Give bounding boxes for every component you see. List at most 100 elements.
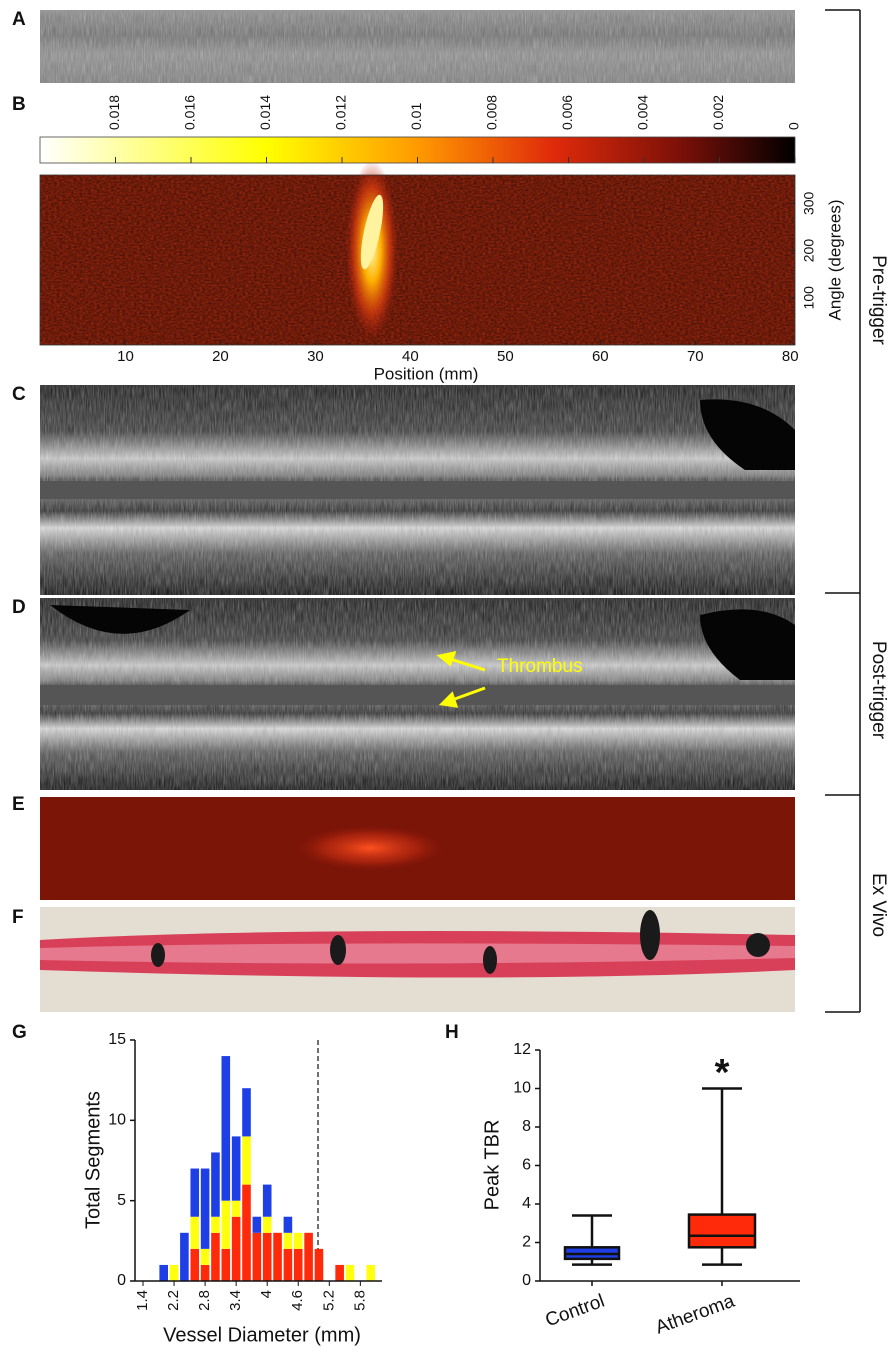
bar-segment [366,1265,375,1281]
x-tick-label: 50 [497,348,514,365]
bar-segment [201,1265,210,1281]
x-axis-label: Vessel Diameter (mm) [163,1324,361,1346]
panel-label: A [12,9,26,30]
bar-segment [253,1217,262,1233]
bar-segment [335,1265,344,1281]
bar-segment [294,1233,303,1249]
colorbar-tick-label: 0.014 [257,95,273,130]
colorbar-tick-label: 0.002 [710,95,726,130]
colorbar-tick-label: 0.016 [182,95,198,130]
panel-label: G [12,1022,27,1043]
bar-segment [201,1169,210,1249]
bar-segment [201,1249,210,1265]
bar-segment [222,1201,231,1249]
bar-segment [242,1136,251,1184]
x-tick-label: 1.4 [134,1290,151,1311]
colorbar-tick-label: 0.004 [635,95,651,130]
x-axis-label: Position (mm) [374,364,479,383]
bar-segment [273,1233,282,1281]
y-tick-label: 4 [522,1195,531,1212]
colorbar-tick-label: 0 [786,122,802,130]
y-tick-label: 2 [522,1234,531,1251]
side-label: Post-trigger [868,641,889,740]
bar-segment [242,1185,251,1281]
significance-mark: * [715,1052,730,1094]
panel-label: E [12,794,25,815]
panel-e-image [40,797,795,900]
y-tick-label: 5 [117,1192,126,1209]
x-tick-label: Control [543,1291,608,1332]
box [689,1215,755,1248]
bar-segment [232,1136,241,1200]
bar-segment [284,1217,293,1233]
heatmap-image [40,160,795,345]
bar-segment [232,1217,241,1281]
x-tick-label: 4.6 [289,1290,306,1311]
colorbar-tick-label: 0.008 [484,95,500,130]
x-tick-label: 40 [402,348,419,365]
x-tick-label: 4 [258,1290,275,1298]
bar-segment [294,1249,303,1281]
bar-segment [211,1233,220,1281]
colorbar-tick-label: 0.018 [106,95,122,130]
y-axis-label: Peak TBR [481,1120,503,1211]
x-tick-label: 30 [307,348,324,365]
y-tick-label: 15 [108,1031,126,1048]
bar-segment [284,1249,293,1281]
x-tick-label: 10 [117,348,134,365]
panel-label: H [445,1022,459,1043]
bar-segment [222,1249,231,1281]
colorbar-tick-label: 0.012 [333,95,349,130]
bar-segment [263,1233,272,1281]
bar-segment [159,1265,168,1281]
panel-c-image [40,385,795,595]
y-axis-label: Total Segments [82,1091,104,1229]
bar-segment [315,1249,324,1281]
x-tick-label: 70 [687,348,704,365]
bar-segment [222,1056,231,1201]
side-label: Ex Vivo [868,873,889,937]
colorbar-tick-label: 0.01 [408,103,424,130]
annotation: Thrombus [497,656,583,677]
x-tick-label: 20 [212,348,229,365]
figure: Thrombus Pre-trigger Post-trigger Ex Viv… [0,0,895,1353]
x-tick-label: 80 [782,348,799,365]
panel-label: B [12,94,26,115]
bar-segment [263,1217,272,1233]
colorbar-tick-label: 0.006 [559,95,575,130]
y-tick-label: 300 [801,191,817,215]
x-tick-label: 5.8 [351,1290,368,1311]
bar-segment [232,1201,241,1217]
y-tick-label: 0 [522,1272,531,1289]
y-tick-label: 6 [522,1157,531,1174]
bar-segment [284,1233,293,1249]
bar-segment [190,1249,199,1281]
bar-segment [263,1185,272,1217]
bar-segment [242,1088,251,1136]
y-tick-label: 100 [801,286,817,310]
x-tick-label: Atheroma [653,1291,738,1339]
bracket [825,10,860,1012]
panel-d-image [40,598,795,790]
bar-segment [346,1265,355,1281]
bar-segment [253,1233,262,1281]
side-label: Pre-trigger [868,255,889,345]
y-axis-label: Angle (degrees) [825,200,844,321]
x-tick-label: 60 [592,348,609,365]
y-tick-label: 8 [522,1118,531,1135]
bar-segment [180,1233,189,1281]
panel-a-image [40,10,795,83]
bar-segment [211,1152,220,1216]
bar-segment [190,1217,199,1249]
x-tick-label: 2.8 [196,1290,213,1311]
x-tick-label: 5.2 [320,1290,337,1311]
panel-label: C [12,384,26,405]
panel-label: D [12,597,26,618]
bar-segment [190,1169,199,1217]
y-tick-label: 0 [117,1272,126,1289]
y-tick-label: 10 [513,1080,531,1097]
panel-label: F [12,907,24,928]
y-tick-label: 12 [513,1041,531,1058]
panel-f-image [40,907,795,1012]
bar-segment [211,1217,220,1233]
